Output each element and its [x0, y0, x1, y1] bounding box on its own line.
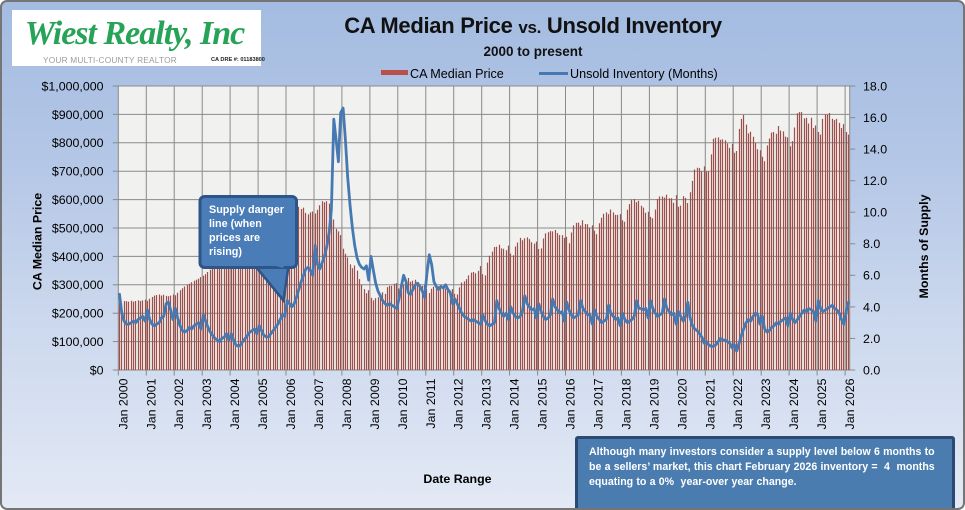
svg-text:$200,000: $200,000 [52, 307, 104, 321]
svg-text:Jan 2021: Jan 2021 [703, 378, 717, 429]
svg-text:Jan 2010: Jan 2010 [396, 378, 410, 429]
svg-text:Jan 2005: Jan 2005 [256, 378, 270, 429]
svg-text:Jan 2022: Jan 2022 [731, 378, 745, 429]
svg-text:10.0: 10.0 [863, 206, 887, 220]
svg-text:Jan 2011: Jan 2011 [424, 378, 438, 428]
svg-text:Jan 2012: Jan 2012 [452, 378, 466, 429]
svg-text:Jan 2018: Jan 2018 [619, 378, 633, 429]
svg-text:Jan 2019: Jan 2019 [647, 378, 661, 429]
svg-text:$100,000: $100,000 [52, 335, 104, 349]
svg-text:Months of Supply: Months of Supply [917, 194, 931, 298]
svg-text:6.0: 6.0 [863, 269, 880, 283]
svg-text:18.0: 18.0 [863, 79, 887, 93]
svg-text:$500,000: $500,000 [52, 221, 104, 235]
svg-text:Jan 2014: Jan 2014 [508, 378, 522, 429]
svg-text:4.0: 4.0 [863, 300, 880, 314]
svg-text:Jan 2004: Jan 2004 [228, 378, 242, 429]
svg-text:$400,000: $400,000 [52, 250, 104, 264]
svg-text:Jan 2003: Jan 2003 [200, 378, 214, 429]
svg-text:Jan 2020: Jan 2020 [675, 378, 689, 429]
svg-text:Jan 2025: Jan 2025 [815, 378, 829, 429]
svg-text:$0: $0 [90, 363, 104, 377]
svg-text:Jan 2008: Jan 2008 [340, 378, 354, 429]
svg-text:$1,000,000: $1,000,000 [41, 79, 103, 93]
svg-text:8.0: 8.0 [863, 237, 880, 251]
svg-text:Jan 2002: Jan 2002 [172, 378, 186, 429]
svg-text:0.0: 0.0 [863, 363, 880, 377]
svg-text:Jan 2016: Jan 2016 [564, 378, 578, 429]
svg-text:Jan 2000: Jan 2000 [116, 378, 130, 429]
svg-text:Jan 2015: Jan 2015 [536, 378, 550, 429]
svg-text:Jan 2006: Jan 2006 [284, 378, 298, 429]
svg-text:Jan 2001: Jan 2001 [144, 378, 158, 429]
svg-text:12.0: 12.0 [863, 174, 887, 188]
svg-text:Jan 2013: Jan 2013 [480, 378, 494, 429]
svg-text:$800,000: $800,000 [52, 136, 104, 150]
svg-text:$300,000: $300,000 [52, 278, 104, 292]
svg-text:$600,000: $600,000 [52, 193, 104, 207]
svg-text:2.0: 2.0 [863, 332, 880, 346]
svg-text:14.0: 14.0 [863, 143, 887, 157]
svg-text:Date Range: Date Range [423, 472, 491, 486]
svg-text:Jan 2017: Jan 2017 [592, 378, 606, 429]
svg-text:$900,000: $900,000 [52, 108, 104, 122]
svg-text:Jan 2023: Jan 2023 [759, 378, 773, 429]
svg-text:16.0: 16.0 [863, 111, 887, 125]
svg-text:CA Median Price: CA Median Price [31, 193, 45, 290]
svg-text:$700,000: $700,000 [52, 165, 104, 179]
svg-text:Jan 2026: Jan 2026 [843, 378, 857, 429]
svg-text:Jan 2009: Jan 2009 [368, 378, 382, 429]
svg-text:Jan 2007: Jan 2007 [312, 378, 326, 429]
svg-text:Jan 2024: Jan 2024 [787, 378, 801, 429]
